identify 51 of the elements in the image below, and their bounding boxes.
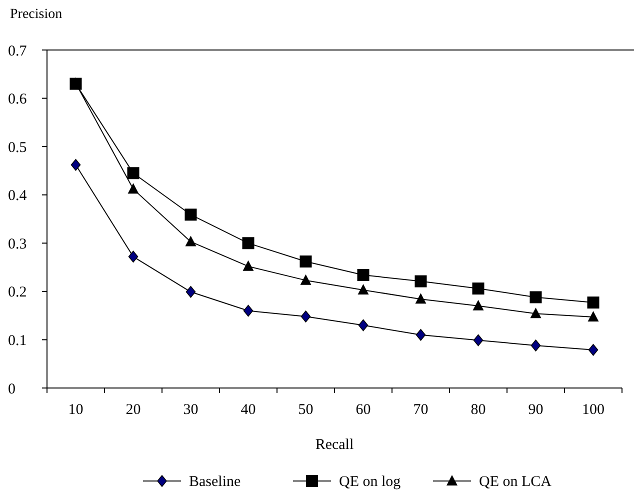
x-tick-label: 70: [413, 402, 428, 418]
point: [242, 260, 254, 271]
y-tick-label: 0: [8, 381, 16, 398]
point: [358, 284, 369, 294]
point: [472, 300, 484, 310]
y-tick-label: 0.5: [8, 140, 27, 156]
point: [414, 275, 427, 288]
point: [127, 167, 140, 180]
y-axis-title: Precision: [10, 7, 62, 22]
x-tick-label: 30: [183, 402, 198, 418]
point: [416, 328, 426, 341]
point: [70, 159, 81, 171]
legend-label: QE on log: [339, 474, 402, 490]
point: [242, 237, 254, 250]
y-tick-label: 0.2: [8, 284, 27, 301]
point: [473, 334, 484, 346]
point: [587, 296, 600, 309]
y-tick-label: 0.6: [8, 92, 28, 108]
x-tick-label: 50: [298, 402, 314, 418]
point: [530, 340, 541, 352]
x-tick-label: 100: [582, 402, 604, 418]
x-tick-label: 60: [356, 402, 371, 418]
legend-label: Baseline: [189, 474, 241, 490]
point: [128, 250, 138, 263]
x-tick-label: 80: [470, 402, 486, 418]
x-tick-label: 20: [126, 402, 141, 418]
point: [185, 236, 196, 246]
y-tick-label: 0.3: [8, 236, 27, 252]
point: [472, 282, 484, 295]
x-tick-label: 10: [68, 402, 84, 418]
x-tick-label: 40: [240, 402, 256, 418]
point: [300, 255, 312, 268]
point: [357, 269, 370, 282]
y-tick-label: 0.4: [8, 188, 28, 204]
point: [588, 344, 598, 356]
point: [300, 310, 311, 322]
point: [184, 208, 197, 221]
point: [358, 319, 368, 332]
point: [530, 291, 542, 304]
x-tick-label: 90: [528, 402, 544, 418]
x-axis-title: Recall: [315, 437, 354, 453]
point: [243, 304, 254, 317]
legend-label: QE on LCA: [479, 474, 552, 490]
point: [128, 183, 139, 194]
point: [300, 274, 312, 285]
y-tick-label: 0.1: [8, 332, 27, 349]
point: [186, 286, 196, 298]
point: [588, 311, 599, 322]
y-tick-label: 0.7: [8, 43, 28, 60]
point: [415, 293, 426, 304]
point: [530, 308, 542, 318]
